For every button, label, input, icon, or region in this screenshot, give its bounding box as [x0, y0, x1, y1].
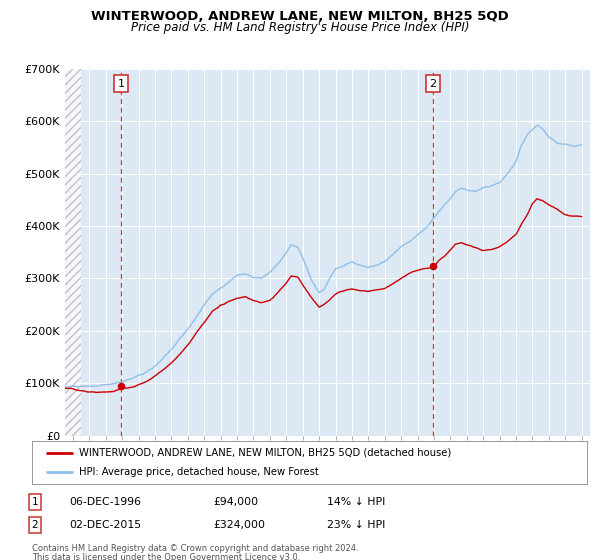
Bar: [65, 69, 81, 436]
Text: Price paid vs. HM Land Registry's House Price Index (HPI): Price paid vs. HM Land Registry's House …: [131, 21, 469, 34]
Text: 14% ↓ HPI: 14% ↓ HPI: [327, 497, 385, 507]
Text: 2: 2: [31, 520, 38, 530]
Text: HPI: Average price, detached house, New Forest: HPI: Average price, detached house, New …: [79, 467, 319, 477]
Text: £94,000: £94,000: [213, 497, 258, 507]
Text: 2: 2: [429, 78, 436, 88]
Text: 02-DEC-2015: 02-DEC-2015: [69, 520, 141, 530]
Text: 23% ↓ HPI: 23% ↓ HPI: [327, 520, 385, 530]
Text: Contains HM Land Registry data © Crown copyright and database right 2024.: Contains HM Land Registry data © Crown c…: [32, 544, 358, 553]
Text: 06-DEC-1996: 06-DEC-1996: [69, 497, 141, 507]
Text: WINTERWOOD, ANDREW LANE, NEW MILTON, BH25 5QD (detached house): WINTERWOOD, ANDREW LANE, NEW MILTON, BH2…: [79, 448, 451, 458]
Text: This data is licensed under the Open Government Licence v3.0.: This data is licensed under the Open Gov…: [32, 553, 300, 560]
Bar: [65, 69, 81, 436]
Text: WINTERWOOD, ANDREW LANE, NEW MILTON, BH25 5QD: WINTERWOOD, ANDREW LANE, NEW MILTON, BH2…: [91, 10, 509, 23]
Text: 1: 1: [31, 497, 38, 507]
Text: £324,000: £324,000: [213, 520, 265, 530]
Text: 1: 1: [118, 78, 124, 88]
